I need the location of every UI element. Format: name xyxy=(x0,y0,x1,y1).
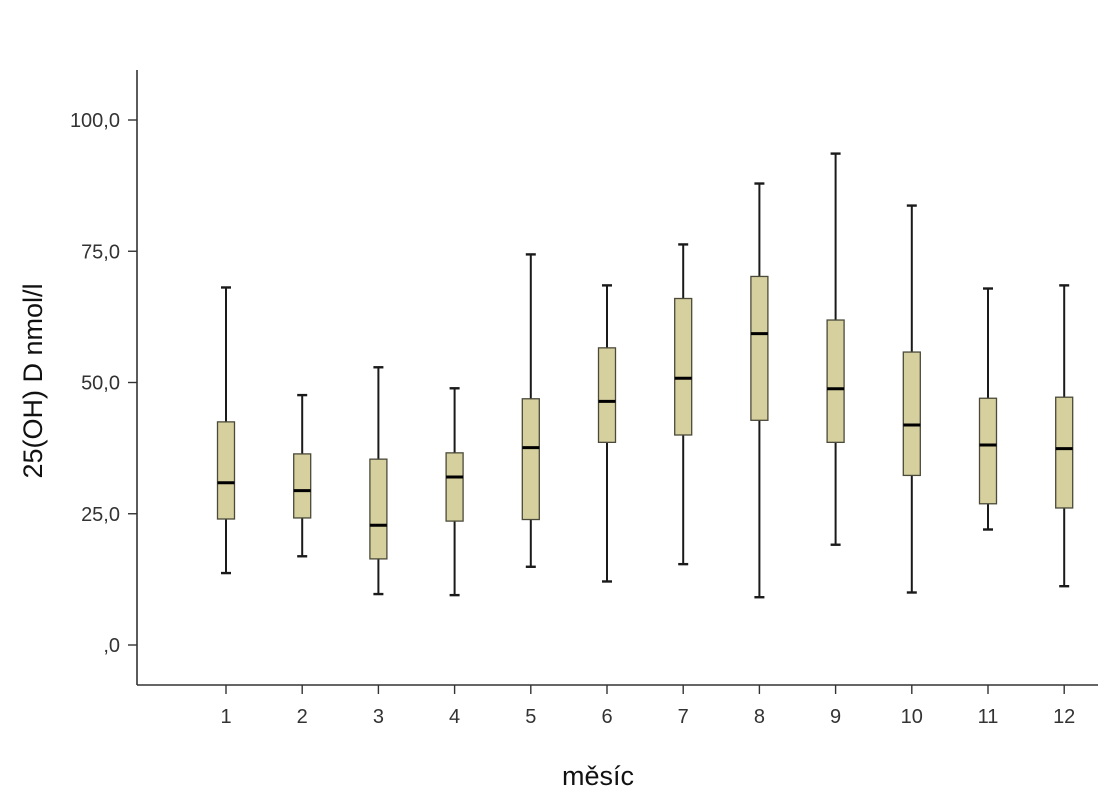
iqr-box xyxy=(902,351,921,477)
x-tick-label: 11 xyxy=(978,706,999,728)
box-group xyxy=(216,286,236,575)
x-tick-label: 2 xyxy=(297,706,308,728)
box-group xyxy=(597,284,617,583)
x-tick-label: 3 xyxy=(373,706,384,728)
x-tick-label: 12 xyxy=(1053,706,1075,728)
y-tick-label: 75,0 xyxy=(81,241,120,263)
y-tick-label: 50,0 xyxy=(81,373,120,395)
box-group xyxy=(826,152,845,546)
iqr-box xyxy=(1055,396,1074,509)
box-group xyxy=(978,287,998,531)
iqr-box xyxy=(293,453,312,519)
iqr-box xyxy=(369,458,388,560)
box-group xyxy=(445,387,464,597)
x-tick-label: 1 xyxy=(220,706,231,728)
box-group xyxy=(674,243,693,566)
iqr-box xyxy=(826,319,845,443)
box-group xyxy=(369,366,388,596)
iqr-box xyxy=(445,452,464,522)
y-tick-label: ,0 xyxy=(103,635,120,657)
box-group xyxy=(902,204,921,594)
x-axis-title: měsíc xyxy=(562,761,634,791)
box-group xyxy=(293,393,312,558)
iqr-box xyxy=(674,297,693,436)
x-tick-label: 7 xyxy=(678,706,689,728)
y-tick-label: 25,0 xyxy=(81,504,120,526)
box-group xyxy=(521,253,540,568)
x-tick-label: 4 xyxy=(449,706,460,728)
plot-area xyxy=(216,152,1074,599)
x-tick-label: 9 xyxy=(830,706,841,728)
x-tick-label: 6 xyxy=(601,706,612,728)
iqr-box xyxy=(216,421,236,520)
y-tick-label: 100,0 xyxy=(70,110,120,132)
box-group xyxy=(750,182,769,599)
iqr-box xyxy=(978,397,998,505)
x-tick-label: 8 xyxy=(754,706,765,728)
x-tick-label: 10 xyxy=(901,706,923,728)
iqr-box xyxy=(521,398,540,521)
box-group xyxy=(1055,284,1074,588)
iqr-box xyxy=(750,275,769,421)
y-axis-title: 25(OH) D nmol/l xyxy=(18,283,48,478)
iqr-box xyxy=(597,347,617,444)
x-tick-label: 5 xyxy=(525,706,536,728)
